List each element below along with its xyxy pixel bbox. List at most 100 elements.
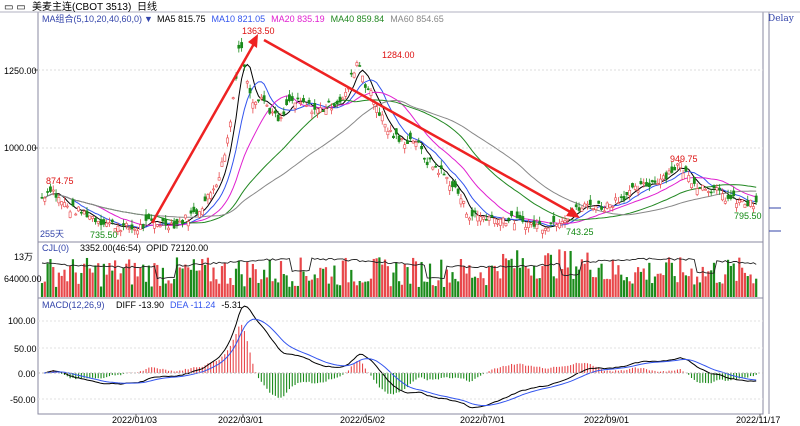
candle-body — [161, 217, 165, 222]
volume-bar — [142, 264, 145, 297]
candle-body — [74, 213, 78, 216]
candle-body — [698, 187, 702, 189]
volume-bar — [409, 283, 412, 297]
candle-body — [642, 182, 646, 185]
x-tick-3: 2022/05/02 — [340, 415, 386, 425]
ma-dropdown-icon[interactable]: ▼ — [144, 14, 153, 24]
ma-indicator-label[interactable]: MA组合(5,10,20,40,60,0) — [42, 14, 143, 24]
candle-body — [144, 214, 148, 221]
candle-body — [439, 165, 443, 170]
candle-body — [113, 228, 117, 233]
candle-body — [178, 220, 182, 223]
candle-body — [661, 175, 665, 180]
candle-body — [622, 196, 626, 201]
volume-bar — [577, 269, 581, 297]
volume-bar — [260, 279, 263, 297]
volume-bar — [350, 269, 353, 297]
candle-body — [333, 103, 336, 107]
candle-body — [71, 199, 75, 206]
candle-body — [448, 185, 452, 191]
volume-bar — [696, 276, 699, 297]
candle-body — [54, 193, 58, 198]
volume-bar — [513, 268, 516, 297]
volume-bar — [344, 257, 347, 297]
candle-body — [316, 108, 319, 114]
candle-body — [667, 170, 671, 175]
candle-body — [749, 199, 752, 207]
volume-bar — [527, 268, 530, 297]
candle-body — [529, 222, 533, 225]
volume-bar — [119, 273, 122, 297]
volume-indicator-label[interactable]: CJL(0) — [42, 243, 70, 253]
volume-bar — [459, 259, 463, 297]
volume-bar — [431, 285, 434, 297]
candle-body — [490, 214, 494, 218]
volume-bar — [608, 279, 612, 297]
candle-body — [552, 215, 556, 223]
volume-bar — [707, 271, 710, 297]
candle-body — [392, 135, 395, 139]
candle-body — [726, 195, 730, 199]
legend-value: MA60 854.65 — [390, 14, 444, 24]
volume-bar — [575, 266, 578, 297]
candle-body — [754, 195, 758, 203]
candle-body — [133, 229, 137, 231]
volume-bar — [521, 258, 524, 297]
volume-bar — [741, 267, 744, 297]
candle-body — [198, 211, 201, 218]
window-menu-icon[interactable]: ▭ ▭ — [4, 2, 26, 13]
volume-bar — [46, 263, 49, 297]
volume-bar — [364, 281, 367, 297]
candle-body — [383, 123, 387, 128]
candle-body — [408, 132, 412, 140]
volume-bar — [69, 265, 72, 297]
candle-body — [214, 184, 218, 188]
volume-bar — [715, 282, 718, 297]
candle-body — [136, 230, 140, 235]
volume-bar — [611, 259, 614, 297]
volume-bar — [752, 283, 755, 297]
candle-body — [304, 105, 308, 107]
candle-body — [189, 210, 193, 214]
volume-bar — [653, 276, 657, 297]
legend-value: OPID 72120.00 — [146, 243, 209, 253]
volume-bar — [279, 261, 283, 297]
candle-body — [740, 199, 744, 203]
volume-bar — [659, 273, 662, 297]
candle-body — [510, 210, 513, 217]
candle-body — [186, 221, 190, 227]
volume-bar — [490, 265, 493, 297]
candle-body — [203, 196, 207, 202]
volume-bar — [563, 251, 567, 297]
candle-body — [687, 175, 691, 182]
legend-value: 3352.00(46:54) — [80, 243, 142, 253]
arrow-head — [248, 34, 258, 48]
candle-body — [257, 99, 260, 102]
price-panel-frame — [37, 11, 764, 243]
candle-body — [96, 221, 100, 224]
volume-bar — [333, 265, 336, 297]
volume-bar — [403, 263, 406, 297]
period-selector[interactable]: 日线 — [137, 2, 157, 13]
candle-body — [363, 84, 367, 88]
volume-bar — [189, 269, 193, 297]
volume-bar — [676, 282, 679, 297]
macd-indicator-label[interactable]: MACD(12,26,9) — [42, 300, 105, 310]
low-label-795: 795.50 — [734, 211, 762, 221]
volume-bar — [726, 259, 730, 297]
candle-body — [538, 221, 542, 225]
volume-bar — [226, 283, 229, 297]
candle-body — [380, 114, 384, 122]
volume-bar — [465, 273, 468, 297]
candle-body — [40, 196, 44, 199]
volume-bar — [299, 257, 302, 297]
volume-bar — [156, 264, 159, 297]
volume-bar — [701, 266, 704, 297]
candle-body — [99, 219, 103, 226]
volume-bar — [198, 270, 201, 297]
volume-bar — [240, 274, 243, 297]
candle-body — [324, 108, 328, 115]
volume-bar — [448, 282, 451, 297]
candle-body — [406, 140, 409, 144]
volume-bar — [150, 286, 153, 297]
